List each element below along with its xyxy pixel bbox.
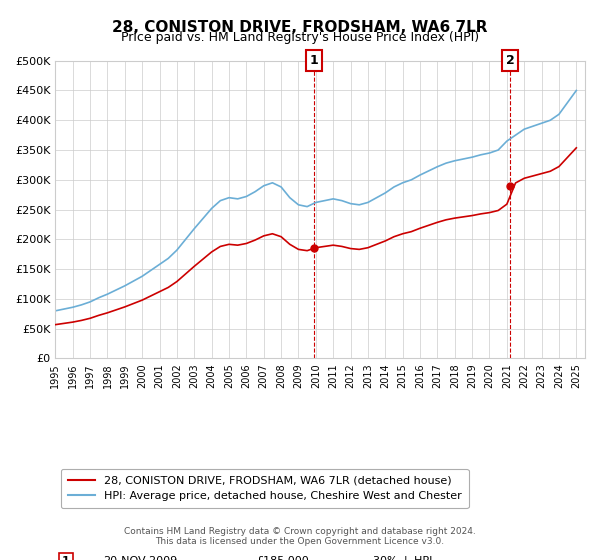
Text: 1: 1: [62, 556, 70, 560]
Text: 20-NOV-2009: 20-NOV-2009: [103, 556, 177, 560]
Text: 1: 1: [310, 54, 319, 67]
Legend: 28, CONISTON DRIVE, FRODSHAM, WA6 7LR (detached house), HPI: Average price, deta: 28, CONISTON DRIVE, FRODSHAM, WA6 7LR (d…: [61, 469, 469, 508]
Text: 28, CONISTON DRIVE, FRODSHAM, WA6 7LR: 28, CONISTON DRIVE, FRODSHAM, WA6 7LR: [112, 20, 488, 35]
Text: Price paid vs. HM Land Registry's House Price Index (HPI): Price paid vs. HM Land Registry's House …: [121, 31, 479, 44]
Text: Contains HM Land Registry data © Crown copyright and database right 2024.
This d: Contains HM Land Registry data © Crown c…: [124, 526, 476, 546]
Text: £185,000: £185,000: [257, 556, 310, 560]
Text: 2: 2: [506, 54, 515, 67]
Text: 30% ↓ HPI: 30% ↓ HPI: [373, 556, 433, 560]
